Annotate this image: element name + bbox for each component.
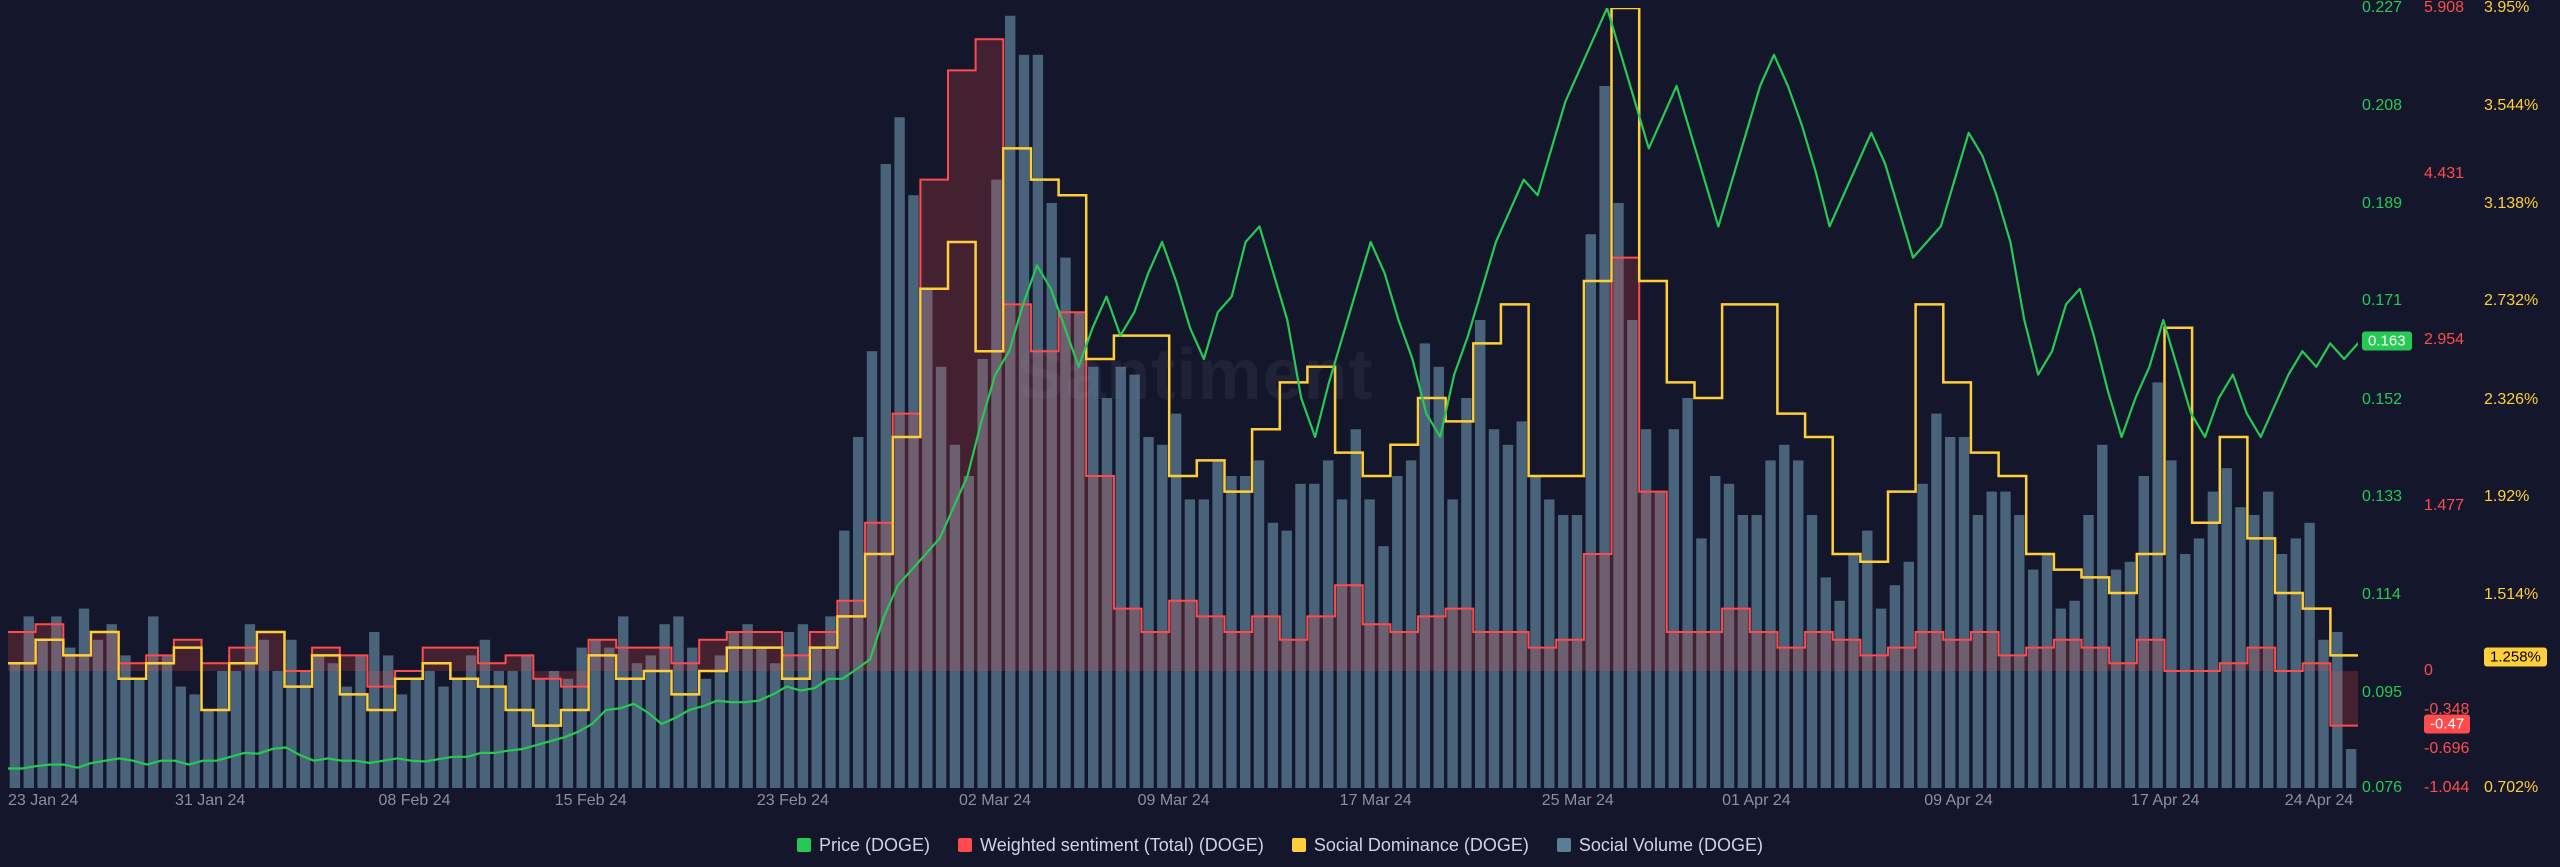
y-axis-badge-sentiment: -0.47 xyxy=(2424,715,2470,734)
y-axis-badge-dominance: 1.258% xyxy=(2484,647,2547,666)
legend-label: Price (DOGE) xyxy=(819,835,930,856)
y-tick: 0.095 xyxy=(2362,684,2402,702)
y-tick: 0.702% xyxy=(2484,779,2538,797)
y-tick: -1.044 xyxy=(2424,779,2469,797)
plot-area[interactable]: Santiment xyxy=(8,8,2358,788)
y-tick: 0.152 xyxy=(2362,391,2402,409)
y-tick: 0.227 xyxy=(2362,0,2402,17)
y-tick: 3.138% xyxy=(2484,195,2538,213)
legend: Price (DOGE) Weighted sentiment (Total) (… xyxy=(0,830,2560,860)
x-tick: 23 Jan 24 xyxy=(8,792,78,810)
chart-container: Santiment 0.227 0.208 0.189 0.171 0.152 0.133… xyxy=(0,0,2560,867)
y-tick: -0.696 xyxy=(2424,740,2469,758)
x-tick: 24 Apr 24 xyxy=(2285,792,2354,810)
x-tick: 31 Jan 24 xyxy=(175,792,245,810)
x-tick: 17 Apr 24 xyxy=(2131,792,2200,810)
x-tick: 23 Feb 24 xyxy=(757,792,829,810)
legend-swatch xyxy=(1557,838,1571,852)
y-tick: 1.514% xyxy=(2484,586,2538,604)
y-tick: 5.908 xyxy=(2424,0,2464,17)
y-tick: 4.431 xyxy=(2424,165,2464,183)
x-tick: 01 Apr 24 xyxy=(1722,792,1791,810)
legend-item[interactable]: Weighted sentiment (Total) (DOGE) xyxy=(958,835,1264,856)
y-axis-badge-price: 0.163 xyxy=(2362,332,2412,351)
x-tick: 09 Mar 24 xyxy=(1138,792,1210,810)
legend-label: Social Volume (DOGE) xyxy=(1579,835,1763,856)
y-tick: 3.95% xyxy=(2484,0,2529,17)
legend-item[interactable]: Social Volume (DOGE) xyxy=(1557,835,1763,856)
y-axes: 0.2270.2080.1890.1710.1520.1330.1140.095… xyxy=(2362,8,2552,788)
y-tick: 0.189 xyxy=(2362,195,2402,213)
plot-svg xyxy=(8,8,2358,788)
y-tick: 2.326% xyxy=(2484,391,2538,409)
legend-label: Weighted sentiment (Total) (DOGE) xyxy=(980,835,1264,856)
x-tick: 17 Mar 24 xyxy=(1340,792,1412,810)
x-tick: 02 Mar 24 xyxy=(959,792,1031,810)
y-tick: 0 xyxy=(2424,662,2433,680)
y-tick: 2.954 xyxy=(2424,331,2464,349)
y-tick: 1.92% xyxy=(2484,488,2529,506)
legend-item[interactable]: Price (DOGE) xyxy=(797,835,930,856)
y-tick: 0.133 xyxy=(2362,488,2402,506)
legend-swatch xyxy=(1292,838,1306,852)
y-tick: 0.208 xyxy=(2362,97,2402,115)
x-tick: 09 Apr 24 xyxy=(1924,792,1993,810)
y-tick: 3.544% xyxy=(2484,97,2538,115)
x-tick: 08 Feb 24 xyxy=(379,792,451,810)
y-tick: 1.477 xyxy=(2424,497,2464,515)
y-tick: 0.076 xyxy=(2362,779,2402,797)
y-tick: 0.171 xyxy=(2362,292,2402,310)
x-tick: 15 Feb 24 xyxy=(555,792,627,810)
x-tick: 25 Mar 24 xyxy=(1542,792,1614,810)
y-tick: 2.732% xyxy=(2484,292,2538,310)
x-axis: 23 Jan 24 31 Jan 24 08 Feb 24 15 Feb 24 23 F… xyxy=(8,792,2358,816)
legend-swatch xyxy=(958,838,972,852)
legend-label: Social Dominance (DOGE) xyxy=(1314,835,1529,856)
legend-swatch xyxy=(797,838,811,852)
y-tick: 0.114 xyxy=(2362,586,2401,604)
legend-item[interactable]: Social Dominance (DOGE) xyxy=(1292,835,1529,856)
